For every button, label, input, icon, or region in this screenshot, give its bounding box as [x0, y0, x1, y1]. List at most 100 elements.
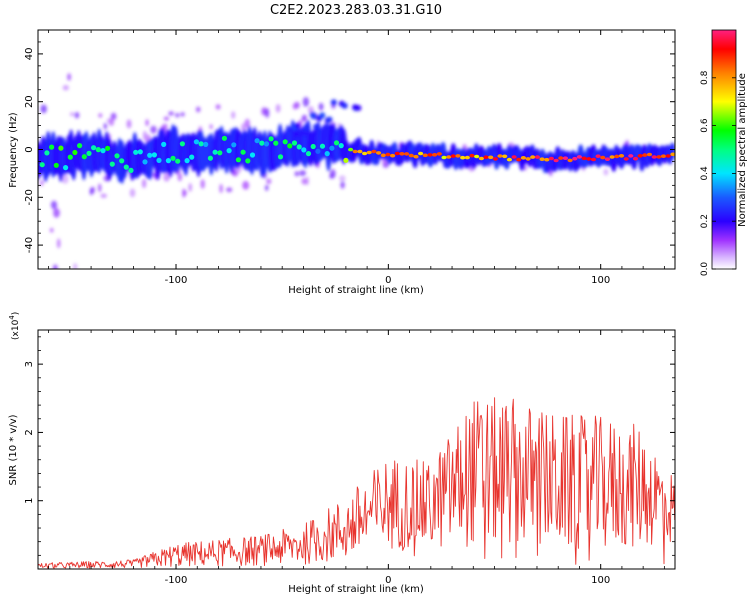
spectrogram-ridge-point: [572, 156, 578, 161]
spectrogram-ridge-point: [259, 140, 265, 146]
spectrogram-ridge-point: [628, 154, 634, 158]
spectrogram-ridge-point: [86, 150, 92, 156]
spectrogram-ridge-point: [502, 154, 508, 159]
spectrogram-ridge-point: [488, 155, 494, 160]
spectrogram-ridge-point: [245, 158, 251, 164]
spectrogram-ridge-point: [670, 152, 675, 157]
spectrogram-speckle: [226, 187, 233, 193]
spectrogram-speckle: [219, 183, 223, 194]
snr-y-axis-label: SNR (10 * v/v): [8, 414, 19, 485]
spectrogram-ridge-point: [623, 157, 629, 161]
spectrogram-ridge-point: [548, 156, 555, 161]
spectrogram-ridge-point: [109, 161, 115, 167]
spectrogram-speckle: [329, 173, 333, 179]
colorbar-gradient: [711, 29, 737, 270]
spectrogram-y-tick-label: 0: [24, 146, 35, 152]
spectrogram-ridge-point: [525, 157, 531, 161]
spectrogram-ridge-point: [516, 157, 522, 162]
spectrogram-ridge-point: [175, 158, 181, 164]
spectrogram-ridge-point: [553, 158, 559, 163]
spectrogram-ridge-point: [338, 143, 344, 149]
spectrogram-ridge-point: [249, 152, 256, 158]
spectrogram-speckle: [182, 188, 186, 198]
spectrogram-speckle: [74, 112, 80, 119]
spectrogram-ridge-point: [296, 144, 302, 150]
spectrogram-speckle: [89, 187, 94, 196]
spectrogram-speckle: [50, 200, 58, 210]
spectrogram-ridge-point: [394, 151, 400, 156]
spectrogram-ridge-point: [119, 158, 125, 164]
spectrogram-ridge-point: [343, 157, 349, 163]
spectrogram-speckle: [52, 264, 58, 269]
spectrogram-speckle: [195, 106, 201, 113]
spectrogram-speckle: [53, 208, 60, 218]
spectrogram-ridge-point: [147, 152, 153, 158]
spectrogram-ridge-point: [67, 154, 73, 160]
spectrogram-ridge-point: [207, 155, 213, 161]
spectrogram-ridge-point: [291, 140, 298, 146]
spectrogram-ridge-point: [562, 156, 569, 160]
spectrogram-ridge-point: [273, 140, 279, 146]
spectrogram-speckle: [142, 130, 147, 141]
spectrogram-ridge-point: [600, 155, 606, 160]
spectrogram-ridge-point: [618, 154, 625, 158]
spectrogram-ridge-point: [656, 155, 662, 159]
spectrogram-ridge-point: [63, 165, 69, 171]
spectrogram-ridge-point: [418, 151, 424, 156]
spectrogram-speckle: [40, 180, 44, 187]
spectrogram-ridge-point: [142, 159, 148, 165]
spectrogram-ridge-point: [427, 153, 433, 157]
spectrogram-ridge-point: [156, 157, 162, 163]
spectrogram-speckle: [145, 119, 149, 127]
spectrogram-ridge-point: [642, 153, 648, 157]
spectrogram-speckle: [67, 73, 71, 81]
spectrogram-ridge-point: [455, 154, 461, 158]
spectrogram-branch-blob: [319, 112, 326, 119]
spectrogram-ridge-point: [287, 143, 293, 149]
spectrogram-ridge-point: [380, 153, 386, 158]
spectrogram-branch-blob: [302, 130, 309, 137]
spectrogram-y-tick-label: 20: [24, 95, 35, 108]
spectrogram-ridge-point: [506, 157, 512, 162]
spectrogram-branch-blob: [330, 99, 337, 106]
spectrogram-speckle: [209, 124, 213, 130]
spectrogram-ridge-point: [450, 154, 456, 158]
spectrogram-ridge-point: [576, 155, 583, 159]
spectrogram-ridge-point: [404, 152, 410, 156]
spectrogram-ridge-point: [77, 143, 83, 149]
spectrogram-ridge-point: [81, 154, 87, 160]
spectrogram-ridge-point: [567, 158, 573, 163]
spectrogram-ridge-point: [184, 158, 190, 164]
spectrogram-speckle: [292, 103, 298, 110]
spectrogram-ridge-point: [179, 141, 185, 147]
colorbar-tick-label: 0.6: [700, 118, 710, 133]
spectrogram-ridge-point: [385, 152, 391, 157]
spectrogram-ridge-point: [352, 149, 358, 154]
spectrogram-speckle: [275, 104, 281, 113]
spectrogram-speckle: [307, 106, 314, 114]
spectrogram-ridge-point: [544, 157, 550, 162]
spectrogram-speckle: [103, 122, 108, 130]
snr-y-tick-label: 3: [24, 361, 35, 367]
spectrogram-ridge-point: [165, 158, 171, 164]
colorbar-tick-label: 0.4: [700, 166, 710, 181]
spectrogram-ridge-point: [170, 155, 176, 161]
spectrogram-speckle: [98, 183, 102, 193]
spectrogram-ridge-point: [436, 152, 442, 156]
spectrogram-ridge-point: [464, 155, 470, 160]
spectrogram-ridge-point: [226, 148, 232, 154]
spectrogram-ridge-point: [660, 154, 667, 158]
snr-y-tick-label: 2: [24, 429, 35, 435]
colorbar-tick-label: 0.0: [700, 262, 710, 277]
snr-x-axis-label: Height of straight line (km): [288, 584, 424, 595]
spectrogram-speckle: [163, 172, 170, 182]
spectrogram-ridge-point: [432, 153, 438, 157]
spectrogram-ridge-point: [590, 157, 597, 162]
spectrogram-speckle: [108, 117, 115, 126]
spectrogram-ridge-point: [632, 156, 639, 161]
spectrogram-speckle: [215, 104, 221, 110]
spectrogram-ridge-point: [95, 147, 101, 153]
spectrogram-ridge-point: [399, 152, 405, 156]
spectrogram-ridge-point: [53, 162, 59, 168]
spectrogram-branch-blob: [310, 113, 317, 120]
